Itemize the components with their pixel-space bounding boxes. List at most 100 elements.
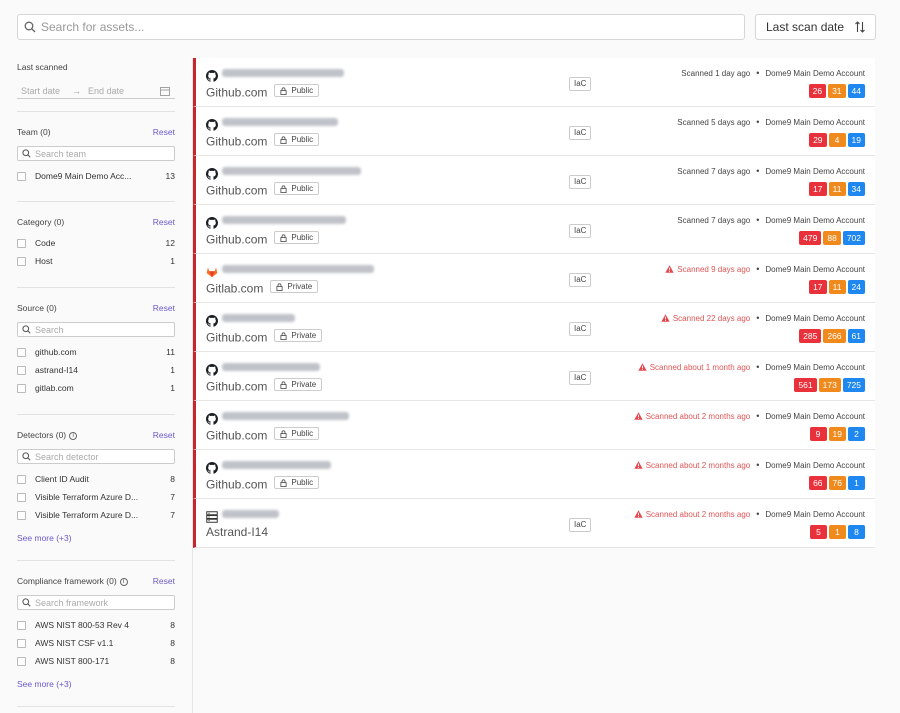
checkbox[interactable] — [17, 620, 26, 630]
source-option[interactable]: github.com 11 — [17, 343, 175, 361]
date-range-picker[interactable]: Start date → End date — [17, 83, 175, 99]
critical-count-badge[interactable]: 285 — [799, 329, 822, 343]
finding-counts: 66 76 1 — [809, 476, 865, 490]
medium-count-badge[interactable]: 1 — [848, 476, 865, 490]
checkbox[interactable] — [17, 638, 26, 648]
critical-count-badge[interactable]: 17 — [809, 280, 827, 294]
critical-count-badge[interactable]: 29 — [809, 133, 827, 147]
high-count-badge[interactable]: 1 — [829, 525, 846, 539]
high-count-badge[interactable]: 88 — [823, 231, 841, 245]
asset-search-box[interactable] — [17, 14, 745, 40]
asset-name-redacted[interactable] — [222, 265, 374, 273]
checkbox[interactable] — [17, 510, 26, 520]
medium-count-badge[interactable]: 725 — [842, 378, 865, 392]
high-count-badge[interactable]: 31 — [828, 84, 846, 98]
category-reset-link[interactable]: Reset — [152, 217, 175, 227]
info-icon[interactable]: i — [119, 577, 128, 586]
critical-count-badge[interactable]: 479 — [799, 231, 822, 245]
end-date-field[interactable]: End date — [88, 85, 125, 96]
asset-row[interactable]: Github.com Public IaC Scanned 7 days ago • Do… — [193, 156, 875, 205]
high-count-badge[interactable]: 266 — [823, 329, 846, 343]
start-date-field[interactable]: Start date — [21, 85, 61, 96]
compliance-see-more-link[interactable]: See more (+3) — [17, 679, 72, 689]
checkbox[interactable] — [17, 256, 26, 266]
high-count-badge[interactable]: 4 — [828, 133, 846, 147]
checkbox[interactable] — [17, 656, 26, 666]
medium-count-badge[interactable]: 61 — [847, 329, 865, 343]
asset-row[interactable]: Github.com Public Scanned about 2 months a… — [193, 450, 875, 499]
critical-count-badge[interactable]: 9 — [809, 427, 827, 441]
source-option[interactable]: astrand-I14 1 — [17, 361, 175, 379]
asset-search-input[interactable] — [41, 20, 721, 34]
account-name: Dome9 Main Demo Account — [765, 362, 865, 372]
high-count-badge[interactable]: 19 — [828, 427, 846, 441]
checkbox[interactable] — [17, 383, 26, 393]
asset-row[interactable]: Github.com Public Scanned about 2 months a… — [193, 401, 875, 450]
checkbox[interactable] — [17, 365, 26, 375]
lock-icon — [280, 184, 287, 193]
checkbox[interactable] — [17, 171, 26, 181]
medium-count-badge[interactable]: 34 — [847, 182, 865, 196]
checkbox[interactable] — [17, 347, 26, 357]
medium-count-badge[interactable]: 2 — [848, 427, 865, 441]
high-count-badge[interactable]: 76 — [828, 476, 846, 490]
sort-label: Last scan date — [766, 20, 845, 34]
high-count-badge[interactable]: 11 — [828, 182, 846, 196]
asset-name-redacted[interactable] — [222, 363, 320, 371]
compliance-reset-link[interactable]: Reset — [152, 576, 175, 586]
sort-order-icon[interactable] — [855, 21, 865, 33]
source-reset-link[interactable]: Reset — [152, 303, 175, 313]
asset-name-redacted[interactable] — [222, 314, 295, 322]
critical-count-badge[interactable]: 5 — [810, 525, 827, 539]
team-search-input[interactable]: Search team — [17, 146, 175, 161]
detector-option[interactable]: Visible Terraform Azure D... 7 — [17, 506, 175, 524]
asset-name-redacted[interactable] — [222, 118, 338, 126]
checkbox[interactable] — [17, 492, 26, 502]
medium-count-badge[interactable]: 8 — [848, 525, 865, 539]
team-option[interactable]: Dome9 Main Demo Acc... 13 — [17, 167, 175, 185]
checkbox[interactable] — [17, 474, 26, 484]
category-option[interactable]: Code 12 — [17, 234, 175, 252]
framework-option[interactable]: AWS NIST CSF v1.1 8 — [17, 634, 175, 652]
asset-name-redacted[interactable] — [222, 69, 344, 77]
asset-name-redacted[interactable] — [222, 412, 349, 420]
checkbox[interactable] — [17, 238, 26, 248]
medium-count-badge[interactable]: 44 — [847, 84, 865, 98]
category-option[interactable]: Host 1 — [17, 252, 175, 270]
critical-count-badge[interactable]: 561 — [794, 378, 817, 392]
asset-name-redacted[interactable] — [222, 510, 279, 518]
framework-option[interactable]: AWS NIST 800-171 8 — [17, 652, 175, 670]
detector-option[interactable]: Visible Terraform Azure D... 7 — [17, 488, 175, 506]
asset-row[interactable]: Gitlab.com Private IaC Scanned 9 days ago • D… — [193, 254, 875, 303]
detector-option[interactable]: Client ID Audit 8 — [17, 470, 175, 488]
asset-row[interactable]: Github.com Public IaC Scanned 7 days ago • Do… — [193, 205, 875, 254]
high-count-badge[interactable]: 11 — [828, 280, 846, 294]
source-option[interactable]: gitlab.com 1 — [17, 379, 175, 397]
critical-count-badge[interactable]: 26 — [808, 84, 827, 98]
detectors-reset-link[interactable]: Reset — [152, 430, 175, 440]
asset-name-redacted[interactable] — [222, 216, 346, 224]
asset-row[interactable]: Github.com Public IaC Scanned 1 day ago • Dom… — [193, 58, 875, 107]
critical-count-badge[interactable]: 66 — [809, 476, 827, 490]
sort-dropdown[interactable]: Last scan date — [755, 14, 876, 40]
source-search-input[interactable]: Search — [17, 322, 175, 337]
asset-row[interactable]: Github.com Private IaC Scanned about 1 mont… — [193, 352, 875, 401]
asset-row[interactable]: Github.com Private IaC Scanned 22 days ago •… — [193, 303, 875, 352]
high-count-badge[interactable]: 173 — [818, 378, 841, 392]
info-icon[interactable]: i — [69, 431, 78, 440]
medium-count-badge[interactable]: 702 — [842, 231, 865, 245]
asset-row[interactable]: Astrand-I14 IaC Scanned about 2 months ago… — [193, 499, 875, 548]
team-reset-link[interactable]: Reset — [152, 127, 175, 137]
asset-name-redacted[interactable] — [222, 167, 361, 175]
asset-row[interactable]: Github.com Public IaC Scanned 5 days ago • Do… — [193, 107, 875, 156]
critical-count-badge[interactable]: 17 — [809, 182, 827, 196]
medium-count-badge[interactable]: 19 — [847, 133, 865, 147]
medium-count-badge[interactable]: 24 — [847, 280, 865, 294]
framework-search-input[interactable]: Search framework — [17, 595, 175, 610]
warning-icon — [634, 510, 643, 518]
detectors-see-more-link[interactable]: See more (+3) — [17, 533, 72, 543]
asset-name-redacted[interactable] — [222, 461, 331, 469]
calendar-icon[interactable] — [160, 86, 170, 96]
detector-search-input[interactable]: Search detector — [17, 449, 175, 464]
